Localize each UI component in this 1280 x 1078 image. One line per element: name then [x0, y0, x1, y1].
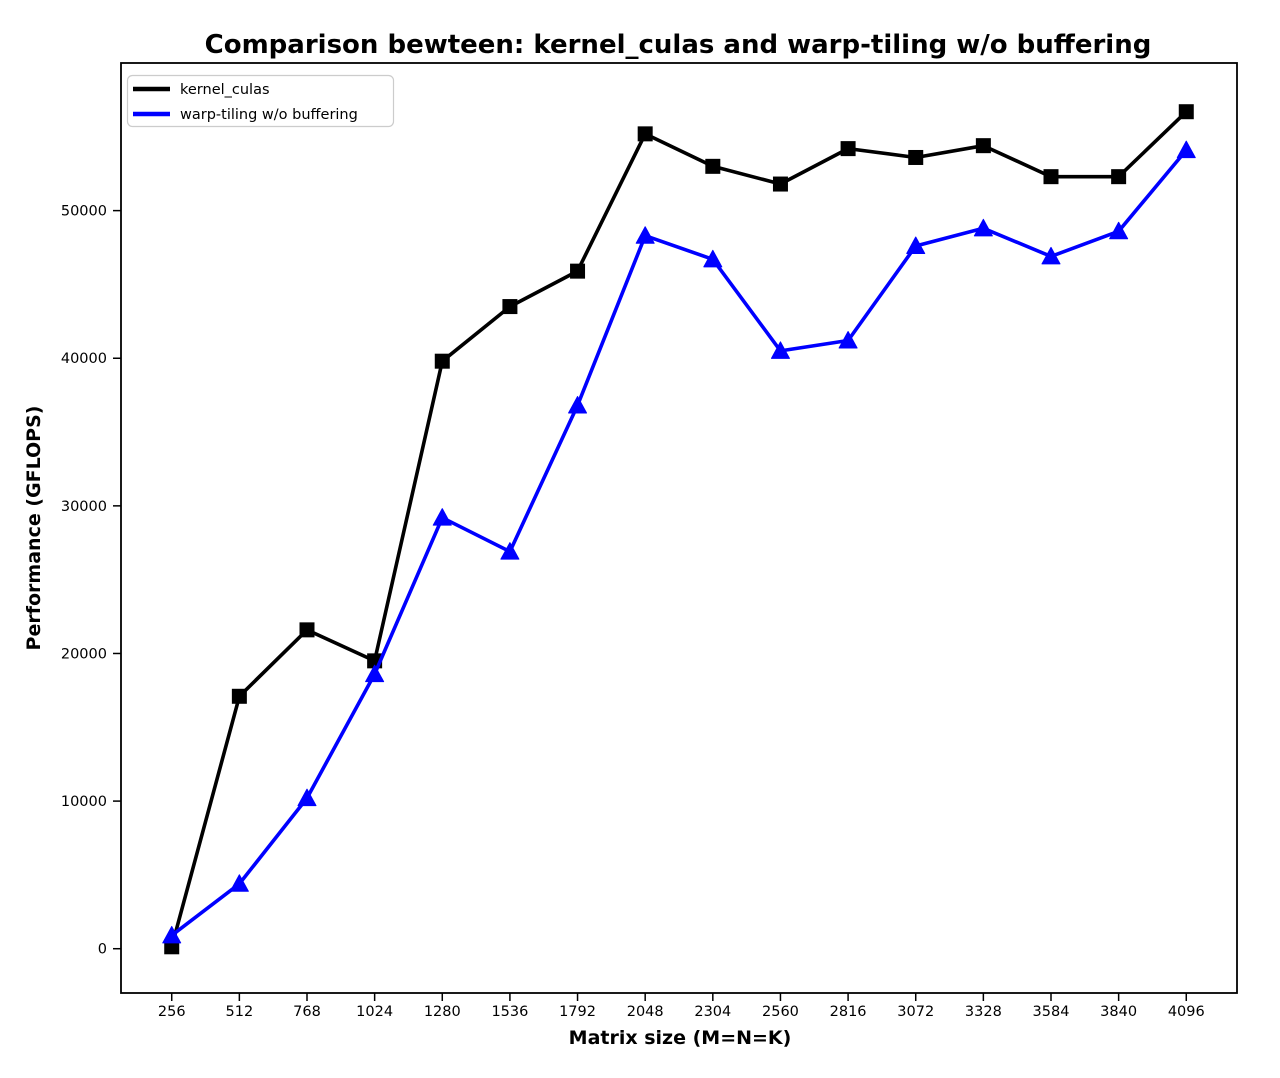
- x-tick-label: 3328: [965, 1004, 1002, 1020]
- x-tick-label: 3840: [1100, 1004, 1137, 1020]
- x-tick-label: 1280: [424, 1004, 461, 1020]
- x-axis: 256 512 768 1024 1280 1536 1792 2048 2304 2560 281…: [158, 993, 1205, 1020]
- data-point-marker-warp-tiling-w-o-buffering: [432, 508, 452, 526]
- data-point-marker-kernel-culas: [637, 126, 653, 142]
- data-point-marker-kernel-culas: [570, 263, 586, 279]
- y-axis-label: Performance (GFLOPS): [23, 406, 45, 651]
- y-tick-label: 30000: [61, 499, 107, 515]
- data-point-marker-warp-tiling-w-o-buffering: [770, 341, 790, 359]
- x-tick-label: 2304: [694, 1004, 731, 1020]
- data-point-marker-kernel-culas: [1043, 169, 1059, 185]
- x-tick-label: 1792: [559, 1004, 596, 1020]
- legend-label-kernel-culas: kernel_culas: [180, 82, 270, 98]
- x-tick-label: 4096: [1168, 1004, 1205, 1020]
- series-line-warp-tiling-w-o-buffering: [169, 148, 1189, 938]
- legend-box: [126, 74, 395, 128]
- data-point-marker-warp-tiling-w-o-buffering: [500, 542, 520, 560]
- x-tick-label: 768: [293, 1004, 321, 1020]
- data-point-marker-warp-tiling-w-o-buffering: [1176, 140, 1196, 159]
- x-tick-label: 3072: [897, 1004, 934, 1020]
- data-point-marker-warp-tiling-w-o-buffering: [635, 226, 655, 244]
- legend: kernel_culas warp-tiling w/o buffering: [126, 74, 395, 128]
- data-point-marker-warp-tiling-w-o-buffering: [838, 331, 858, 349]
- series-group: [162, 104, 1196, 955]
- x-tick-label: 2048: [627, 1004, 664, 1020]
- data-point-marker-kernel-culas: [840, 141, 856, 157]
- data-point-marker-warp-tiling-w-o-buffering: [1041, 246, 1061, 265]
- plot-area-border: [120, 62, 1238, 994]
- series-line-kernel-culas: [169, 109, 1189, 949]
- y-tick-label: 50000: [61, 204, 107, 220]
- x-tick-label: 3584: [1033, 1004, 1070, 1020]
- data-point-marker-warp-tiling-w-o-buffering: [162, 925, 182, 944]
- data-point-marker-kernel-culas: [975, 138, 991, 154]
- data-point-marker-kernel-culas: [1111, 169, 1127, 185]
- data-point-marker-kernel-culas: [772, 176, 788, 192]
- x-tick-label: 512: [226, 1004, 254, 1020]
- data-point-marker-kernel-culas: [705, 158, 721, 174]
- data-point-marker-warp-tiling-w-o-buffering: [973, 218, 993, 237]
- chart-title: Comparison bewteen: kernel_culas and war…: [205, 30, 1152, 60]
- data-point-marker-warp-tiling-w-o-buffering: [1109, 221, 1129, 240]
- data-point-marker-warp-tiling-w-o-buffering: [297, 788, 317, 807]
- data-point-marker-kernel-culas: [502, 299, 518, 315]
- x-axis-label: Matrix size (M=N=K): [569, 1027, 792, 1049]
- data-point-marker-warp-tiling-w-o-buffering: [703, 249, 723, 268]
- data-point-marker-kernel-culas: [1178, 104, 1194, 120]
- data-point-marker-kernel-culas: [299, 622, 315, 638]
- data-point-marker-warp-tiling-w-o-buffering: [568, 395, 588, 414]
- x-tick-label: 1536: [491, 1004, 528, 1020]
- x-tick-label: 2816: [830, 1004, 867, 1020]
- data-point-marker-kernel-culas: [434, 353, 450, 369]
- x-tick-label: 256: [158, 1004, 186, 1020]
- y-tick-label: 0: [98, 942, 107, 958]
- legend-label-warp-tiling: warp-tiling w/o buffering: [180, 107, 358, 123]
- data-point-marker-kernel-culas: [231, 688, 247, 704]
- y-tick-label: 40000: [61, 351, 107, 367]
- x-tick-label: 2560: [762, 1004, 799, 1020]
- data-point-marker-warp-tiling-w-o-buffering: [906, 236, 926, 255]
- y-axis: 0 10000 20000 30000 40000 50000: [61, 204, 121, 958]
- y-tick-label: 20000: [61, 646, 107, 662]
- data-point-marker-warp-tiling-w-o-buffering: [229, 874, 249, 892]
- data-point-marker-warp-tiling-w-o-buffering: [365, 664, 385, 683]
- data-point-marker-kernel-culas: [908, 149, 924, 165]
- y-tick-label: 10000: [61, 794, 107, 810]
- x-tick-label: 1024: [356, 1004, 393, 1020]
